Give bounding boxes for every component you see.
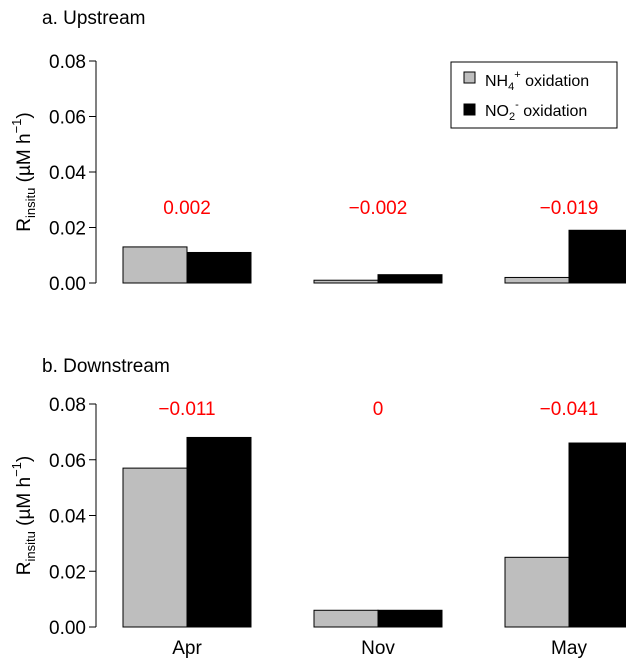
difference-label: −0.002 <box>349 198 408 219</box>
panel-title: b. Downstream <box>42 356 170 377</box>
y-tick-label: 0.02 <box>49 562 86 583</box>
bar-downstream-nov-nh4 <box>313 609 379 628</box>
panel-upstream: a. Upstream 0.00 0.02 0.04 0.06 0.08 Rinsitu (… <box>9 8 626 295</box>
y-tick-label: 0.04 <box>49 163 86 184</box>
y-tick-label: 0.04 <box>49 507 86 528</box>
legend-label-no2: NO2- oxidation <box>485 99 587 123</box>
y-tick-label: 0.06 <box>49 108 86 129</box>
y-axis-title: Rinsitu (µM h−1) <box>9 112 38 231</box>
bar-upstream-nov-nh4 <box>313 279 379 284</box>
x-category-label: May <box>551 638 587 659</box>
difference-label: 0 <box>373 399 384 420</box>
y-tick-label: 0.00 <box>49 274 86 295</box>
legend-frame <box>450 61 618 129</box>
y-tick-label: 0.00 <box>49 618 86 639</box>
legend: NH4+ oxidation NO2- oxidation <box>450 61 618 129</box>
difference-label: 0.002 <box>163 198 211 219</box>
bar-downstream-apr-nh4 <box>122 467 188 628</box>
y-tick-label: 0.06 <box>49 451 86 472</box>
bar-upstream-apr-no2 <box>186 251 252 284</box>
legend-swatch-nh4 <box>463 71 476 84</box>
x-category-label: Nov <box>361 638 395 659</box>
legend-swatch-no2 <box>463 103 476 116</box>
x-category-label: Apr <box>172 638 202 659</box>
difference-label: −0.019 <box>540 198 599 219</box>
panel-downstream: b. Downstream 0.00 0.02 0.04 0.06 0.08 Rinsitu… <box>9 356 626 659</box>
bar-upstream-apr-nh4 <box>122 246 188 284</box>
difference-label: −0.011 <box>158 399 215 420</box>
difference-label: −0.041 <box>540 399 599 420</box>
y-tick-label: 0.08 <box>49 52 86 73</box>
bar-downstream-may-no2 <box>568 442 626 628</box>
bar-downstream-apr-no2 <box>186 436 252 628</box>
legend-label-nh4: NH4+ oxidation <box>485 69 589 93</box>
panel-title: a. Upstream <box>42 8 145 29</box>
bar-downstream-nov-no2 <box>377 609 443 628</box>
y-axis-title: Rinsitu (µM h−1) <box>9 456 38 575</box>
bar-downstream-may-nh4 <box>504 556 570 628</box>
bar-upstream-may-nh4 <box>504 276 570 284</box>
bar-upstream-may-no2 <box>568 229 626 284</box>
bar-upstream-nov-no2 <box>377 274 443 284</box>
y-tick-label: 0.02 <box>49 219 86 240</box>
y-tick-label: 0.08 <box>49 395 86 416</box>
